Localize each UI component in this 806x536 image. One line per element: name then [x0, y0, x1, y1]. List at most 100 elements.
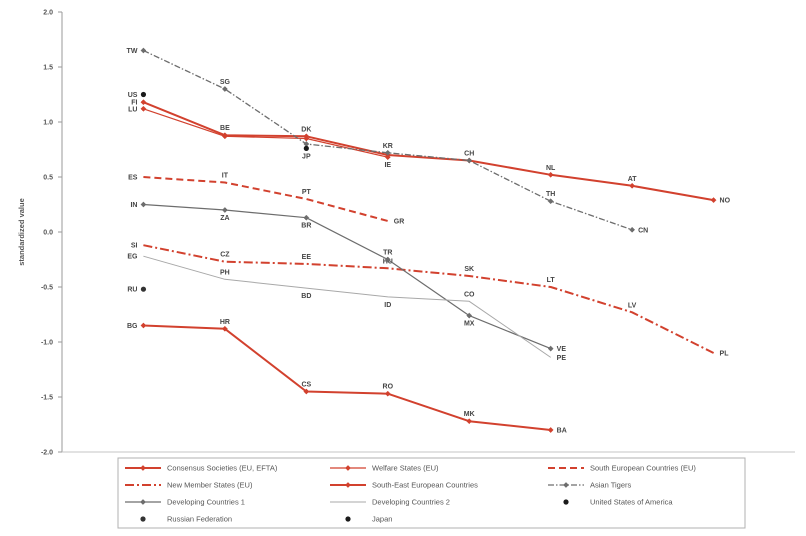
legend-item: New Member States (EU): [125, 481, 253, 490]
legend-label: Consensus Societies (EU, EFTA): [167, 464, 278, 473]
legend-marker: [563, 499, 569, 505]
legend-marker: [563, 482, 569, 488]
legend-label: United States of America: [590, 498, 673, 507]
data-point: [140, 105, 147, 112]
data-point: [140, 286, 147, 292]
point-label: LT: [547, 277, 556, 284]
point-label: MX: [464, 321, 475, 328]
data-point: [710, 197, 717, 204]
series-group: US: [128, 91, 147, 99]
legend-marker: [140, 465, 146, 471]
series-line: [143, 101, 714, 202]
point-label: BE: [220, 125, 230, 132]
point-label: ID: [384, 302, 391, 309]
legend-marker: [140, 499, 146, 505]
y-tick-label: -1.0: [41, 340, 53, 347]
legend-item: Russian Federation: [140, 515, 232, 524]
legend-label: Developing Countries 1: [167, 498, 245, 507]
data-point: [140, 322, 147, 329]
legend-label: Developing Countries 2: [372, 498, 450, 507]
y-tick-label: 1.5: [43, 65, 53, 72]
point-label: EG: [127, 254, 138, 261]
point-label: MK: [464, 411, 475, 418]
point-label: PT: [302, 189, 312, 196]
legend-label: New Member States (EU): [167, 481, 253, 490]
point-label: PE: [557, 355, 567, 362]
legend-item: Developing Countries 1: [125, 498, 245, 507]
point-label: NO: [720, 198, 731, 205]
data-point: [466, 418, 473, 425]
point-label: LU: [128, 106, 137, 113]
data-point: [629, 226, 636, 233]
point-label: BA: [557, 428, 567, 435]
point-label: LV: [628, 302, 637, 309]
data-point: [384, 390, 391, 397]
point-label: PL: [720, 351, 730, 358]
series-line: [143, 176, 389, 222]
point-label: JP: [302, 153, 311, 160]
series-group: SICZEEHUSKLTLVPL: [131, 243, 729, 358]
series-group: JP: [302, 145, 311, 160]
point-label: CN: [638, 227, 648, 234]
series-group: RU: [127, 286, 147, 294]
series-line: [143, 324, 551, 431]
y-tick-label: -1.5: [41, 395, 53, 402]
y-tick-label: 0.0: [43, 230, 53, 237]
data-point: [221, 207, 228, 213]
point-label: RU: [127, 287, 137, 294]
series-group: ES IT PT GR: [128, 173, 404, 226]
series-group: TW SG KR TH CN: [127, 47, 648, 234]
legend-item: United States of America: [563, 498, 673, 507]
data-point: [547, 171, 554, 178]
point-label: TW: [127, 48, 138, 55]
point-label: PH: [220, 269, 230, 276]
data-point: [140, 201, 147, 208]
legend-marker: [345, 465, 351, 471]
legend-label: Asian Tigers: [590, 481, 632, 490]
legend-item: Developing Countries 2: [330, 498, 450, 507]
y-tick-label: -0.5: [41, 285, 53, 292]
data-point: [303, 388, 310, 395]
point-label: ES: [128, 175, 138, 182]
data-point: [384, 256, 391, 263]
legend-item: Japan: [345, 515, 392, 524]
data-point: [221, 86, 228, 92]
data-point: [303, 214, 310, 221]
series-group: EG PH BD ID CO PE: [127, 254, 566, 362]
data-point: [384, 149, 391, 156]
point-label: SG: [220, 79, 231, 86]
point-label: ZA: [220, 215, 229, 222]
point-label: SK: [464, 266, 474, 273]
data-point: [221, 325, 228, 332]
series-line: [143, 49, 633, 231]
point-label: TR: [383, 250, 392, 257]
point-label: US: [128, 92, 138, 99]
y-tick-label: -2.0: [41, 450, 53, 457]
y-axis-label: standardized value: [17, 198, 26, 266]
point-label: IN: [130, 202, 137, 209]
data-point: [466, 312, 473, 319]
legend-item: Consensus Societies (EU, EFTA): [125, 464, 278, 473]
series-line: [143, 244, 715, 354]
legend-marker: [345, 482, 351, 488]
point-label: BD: [301, 293, 311, 300]
point-label: BG: [127, 323, 138, 330]
data-point: [547, 427, 554, 433]
point-label: KR: [383, 143, 393, 150]
series-group: BG HR CS RO MK BA: [127, 319, 567, 435]
legend-item: Welfare States (EU): [330, 464, 439, 473]
point-label: SI: [131, 243, 138, 250]
y-tick-label: 0.5: [43, 175, 53, 182]
legend: Consensus Societies (EU, EFTA) Welfare St…: [117, 457, 746, 529]
point-label: CO: [464, 291, 475, 298]
legend-item: Asian Tigers: [548, 481, 632, 490]
legend-label: Welfare States (EU): [372, 464, 439, 473]
point-label: HR: [220, 319, 230, 326]
data-point: [547, 198, 554, 205]
data-point: [466, 157, 473, 164]
series-group: LU IE: [128, 105, 391, 169]
data-point: [140, 99, 147, 106]
legend-marker: [140, 516, 146, 522]
series-line: [143, 108, 388, 158]
